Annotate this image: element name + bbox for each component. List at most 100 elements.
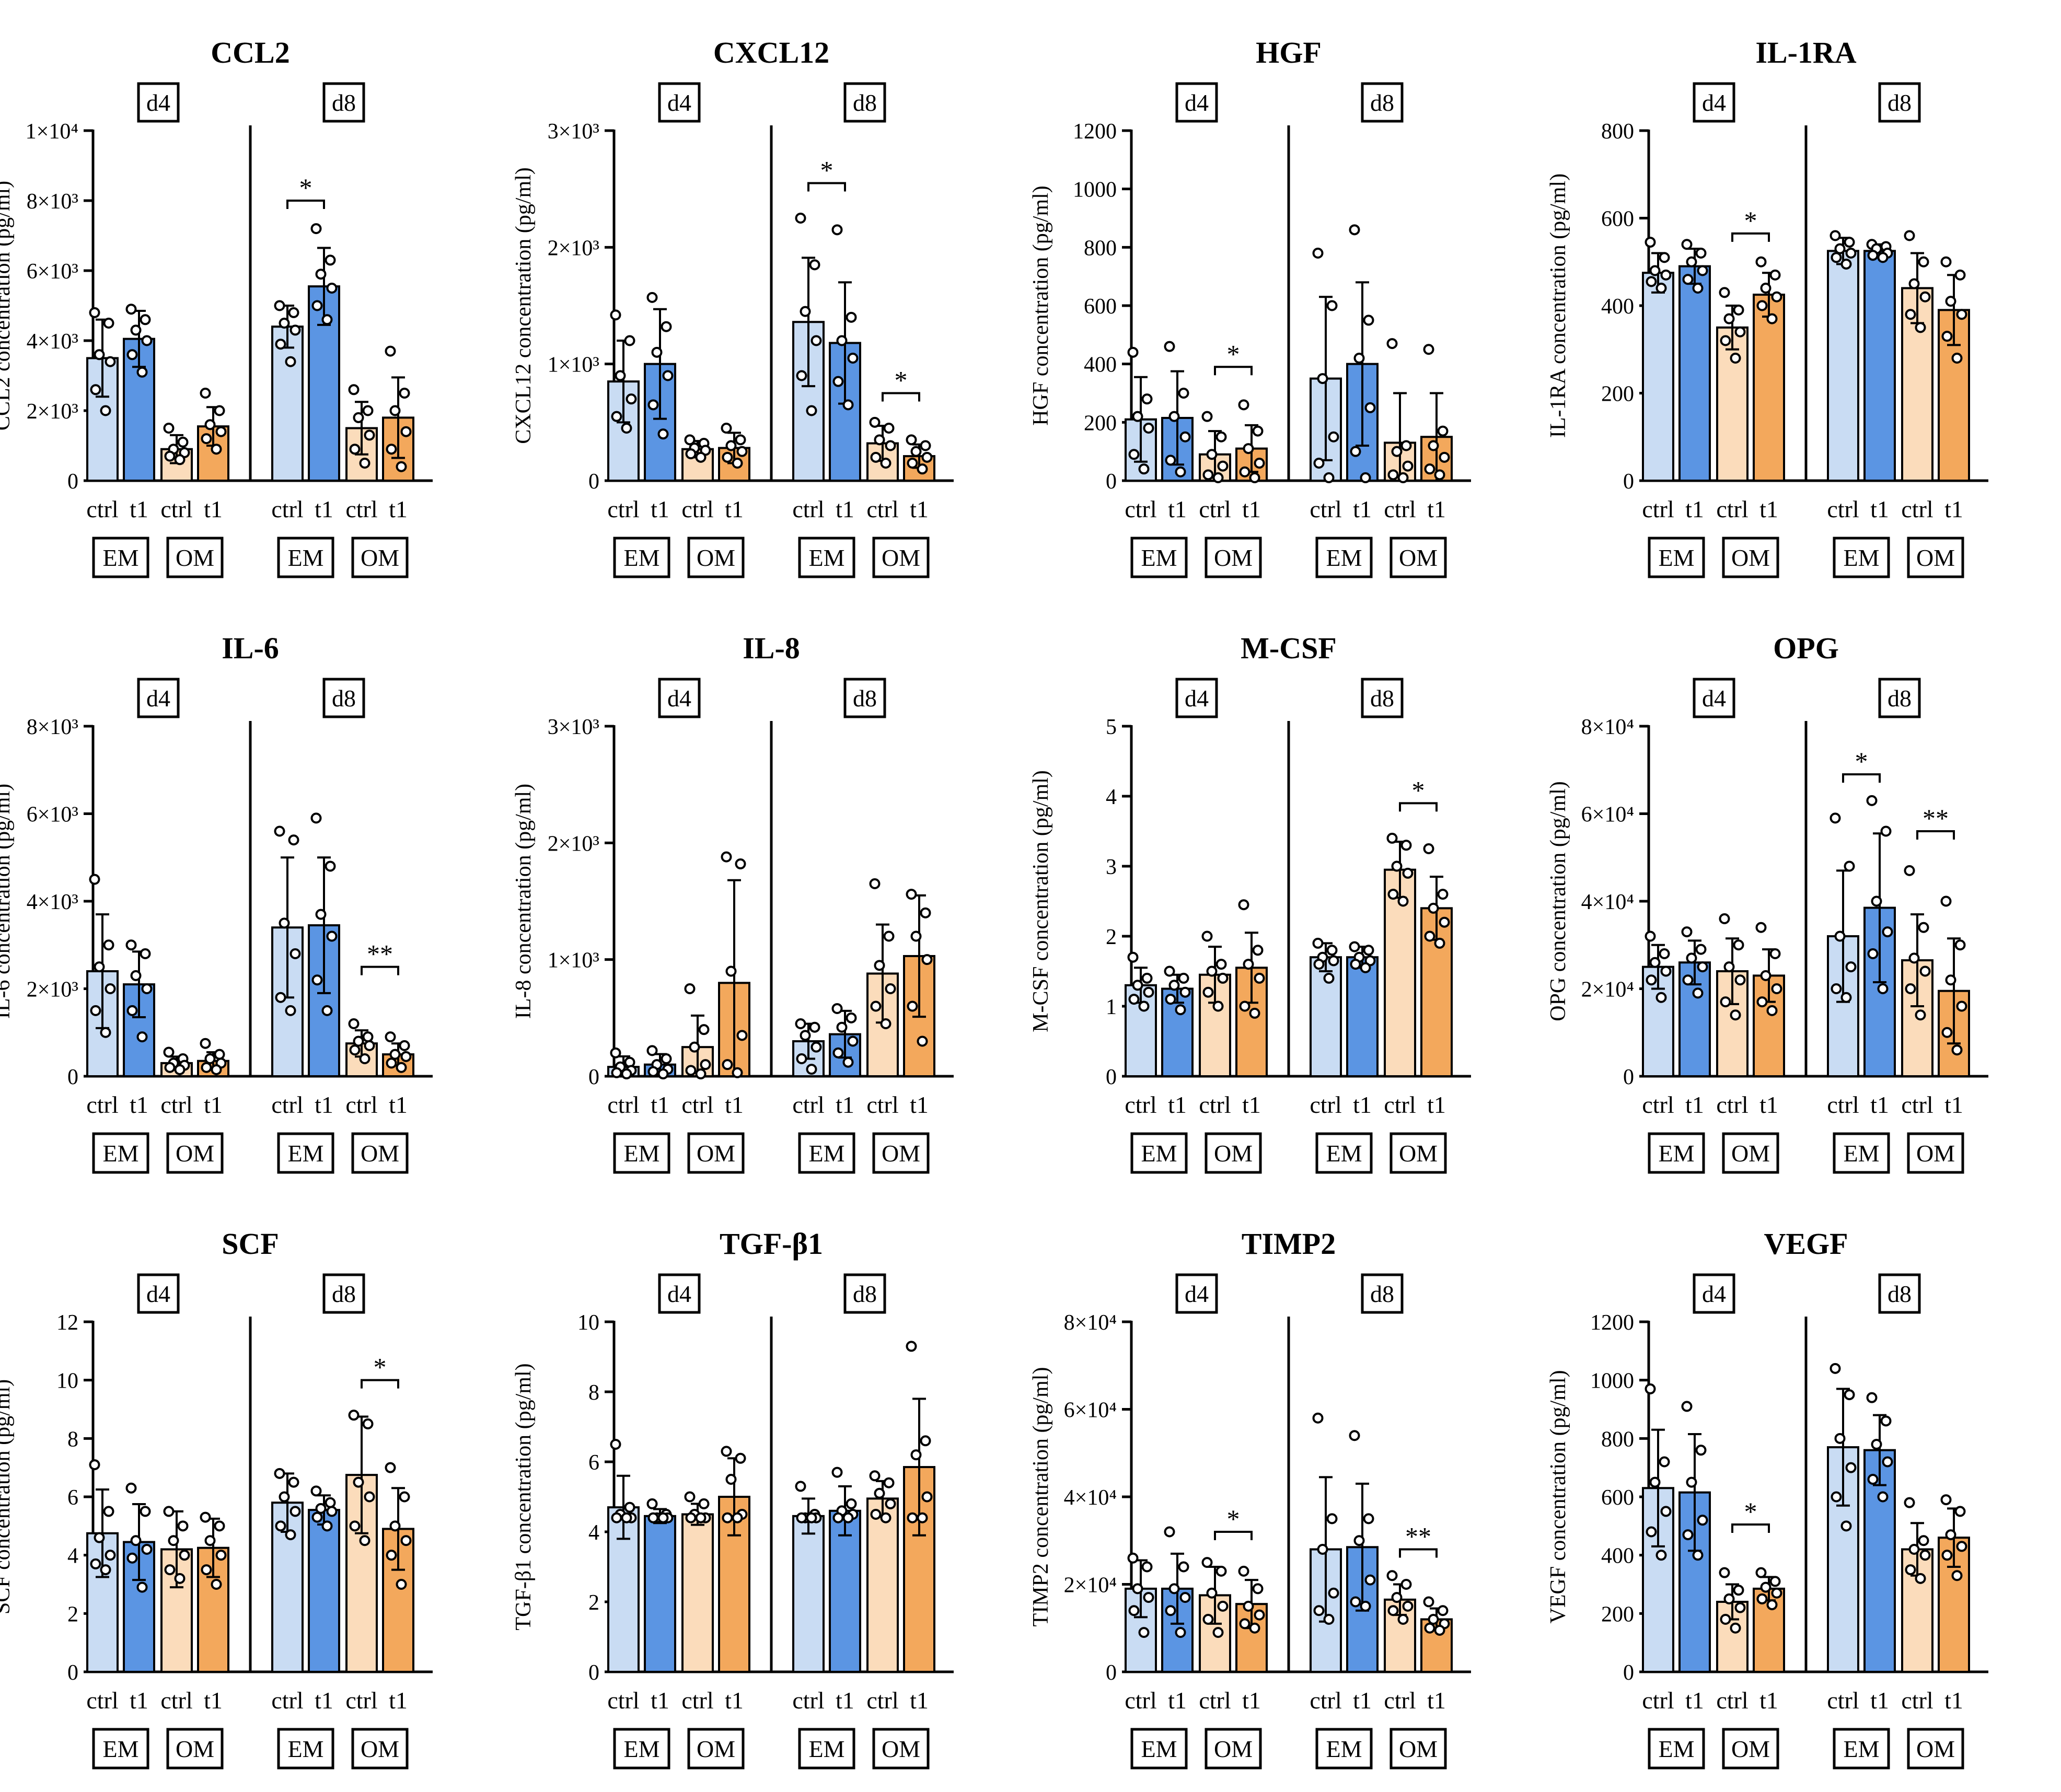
data-point	[1655, 1550, 1667, 1561]
data-point	[211, 1579, 222, 1590]
medium-label: EM	[809, 1736, 845, 1762]
y-tick-label: 4	[67, 1544, 78, 1568]
y-axis-label: IL-6 concentration (pg/ml)	[0, 784, 15, 1019]
medium-label: OM	[361, 1736, 399, 1762]
medium-label: OM	[882, 1736, 920, 1762]
data-point	[1423, 1596, 1434, 1608]
data-point	[311, 1511, 323, 1523]
data-point	[880, 458, 891, 469]
data-point	[326, 283, 338, 294]
data-point	[1402, 1600, 1414, 1612]
significance-bracket	[361, 1379, 399, 1389]
data-point	[874, 434, 885, 446]
medium-label: OM	[882, 1140, 920, 1167]
x-group-label: t1	[725, 496, 744, 522]
medium-label: OM	[697, 1140, 735, 1167]
data-point	[874, 1487, 885, 1499]
data-point	[1164, 341, 1175, 352]
y-axis-label: SCF concentration (pg/ml)	[0, 1379, 15, 1614]
data-point	[1138, 1000, 1150, 1012]
data-point	[1866, 1392, 1878, 1403]
data-point	[700, 1059, 711, 1070]
data-point	[1424, 930, 1435, 942]
x-group-label: ctrl	[271, 1091, 303, 1118]
data-point	[288, 1476, 299, 1488]
data-point	[722, 451, 733, 463]
x-group-label: t1	[315, 1091, 333, 1118]
medium-label-box	[1833, 537, 1890, 578]
data-point	[353, 1035, 364, 1047]
x-group-label: ctrl	[1901, 1687, 1933, 1714]
day-label: d4	[146, 1281, 170, 1307]
medium-label: OM	[1731, 544, 1770, 571]
data-point	[880, 1512, 891, 1523]
y-tick-label: 1	[1106, 995, 1117, 1019]
y-tick-label: 800	[1601, 120, 1634, 144]
data-point	[1437, 889, 1449, 900]
data-point	[624, 335, 635, 346]
significance-label: *	[1412, 775, 1425, 805]
medium-label-box	[798, 1132, 855, 1174]
data-point	[1252, 1583, 1264, 1595]
data-point	[1954, 269, 1966, 281]
bar	[1863, 1449, 1896, 1673]
medium-label-box	[166, 1132, 224, 1174]
data-point	[90, 1005, 101, 1016]
medium-label-box	[1315, 1132, 1373, 1174]
data-point	[386, 1057, 397, 1069]
data-point	[1128, 449, 1140, 460]
data-point	[735, 1452, 746, 1464]
data-point	[285, 1005, 296, 1016]
x-group-label: t1	[1353, 496, 1372, 522]
data-point	[1326, 300, 1338, 311]
medium-label: EM	[1659, 1736, 1695, 1762]
data-point	[362, 405, 374, 416]
x-group-label: ctrl	[792, 1687, 824, 1714]
medium-label: OM	[1399, 544, 1438, 571]
medium-label-box	[1130, 1132, 1188, 1174]
medium-label-box	[1315, 1728, 1373, 1770]
data-point	[1951, 353, 1963, 364]
day-label-box	[1878, 678, 1921, 718]
y-tick-label: 4×10³	[27, 890, 78, 914]
data-point	[163, 1046, 175, 1058]
x-group-label: t1	[1242, 496, 1261, 522]
data-point	[1254, 1609, 1265, 1621]
data-point	[1904, 865, 1915, 876]
medium-label-box	[1390, 537, 1447, 578]
data-point	[136, 366, 148, 378]
y-tick-label: 6×10⁴	[1064, 1399, 1117, 1423]
data-point	[349, 444, 361, 455]
data-point	[736, 1030, 748, 1041]
data-point	[1649, 957, 1661, 968]
data-point	[1756, 300, 1768, 311]
y-tick-label: 0	[67, 470, 78, 494]
data-point	[831, 1003, 843, 1014]
data-point	[1692, 987, 1704, 999]
x-group-label: t1	[1242, 1687, 1261, 1714]
data-point	[1830, 812, 1841, 824]
y-tick-label: 400	[1601, 1544, 1634, 1568]
data-point	[732, 1512, 743, 1523]
data-point	[359, 1053, 370, 1064]
x-group-label: ctrl	[1716, 1687, 1748, 1714]
data-point	[657, 1068, 669, 1080]
data-point	[164, 1062, 176, 1073]
data-point	[1353, 1535, 1365, 1546]
data-point	[1771, 291, 1782, 302]
data-point	[1831, 983, 1842, 994]
chart-title: CCL2	[211, 36, 290, 69]
y-tick-label: 0	[1106, 1661, 1117, 1685]
y-axis-label: IL-1RA concentration (pg/ml)	[1546, 173, 1570, 438]
day-label: d8	[853, 89, 877, 116]
data-point	[610, 1047, 621, 1058]
chart-panel-tgf-1: TGF-β1 d4 d8 0 2 4 6 8 10 TGF-β1 concentration (p…	[512, 1227, 954, 1770]
medium-label-box	[613, 1728, 670, 1770]
data-point	[1212, 1000, 1224, 1012]
data-point	[1141, 393, 1153, 405]
data-point	[1755, 1567, 1767, 1578]
data-point	[386, 444, 397, 455]
y-tick-label: 2×10³	[548, 236, 599, 260]
data-point	[1217, 460, 1229, 472]
data-point	[1882, 926, 1893, 938]
